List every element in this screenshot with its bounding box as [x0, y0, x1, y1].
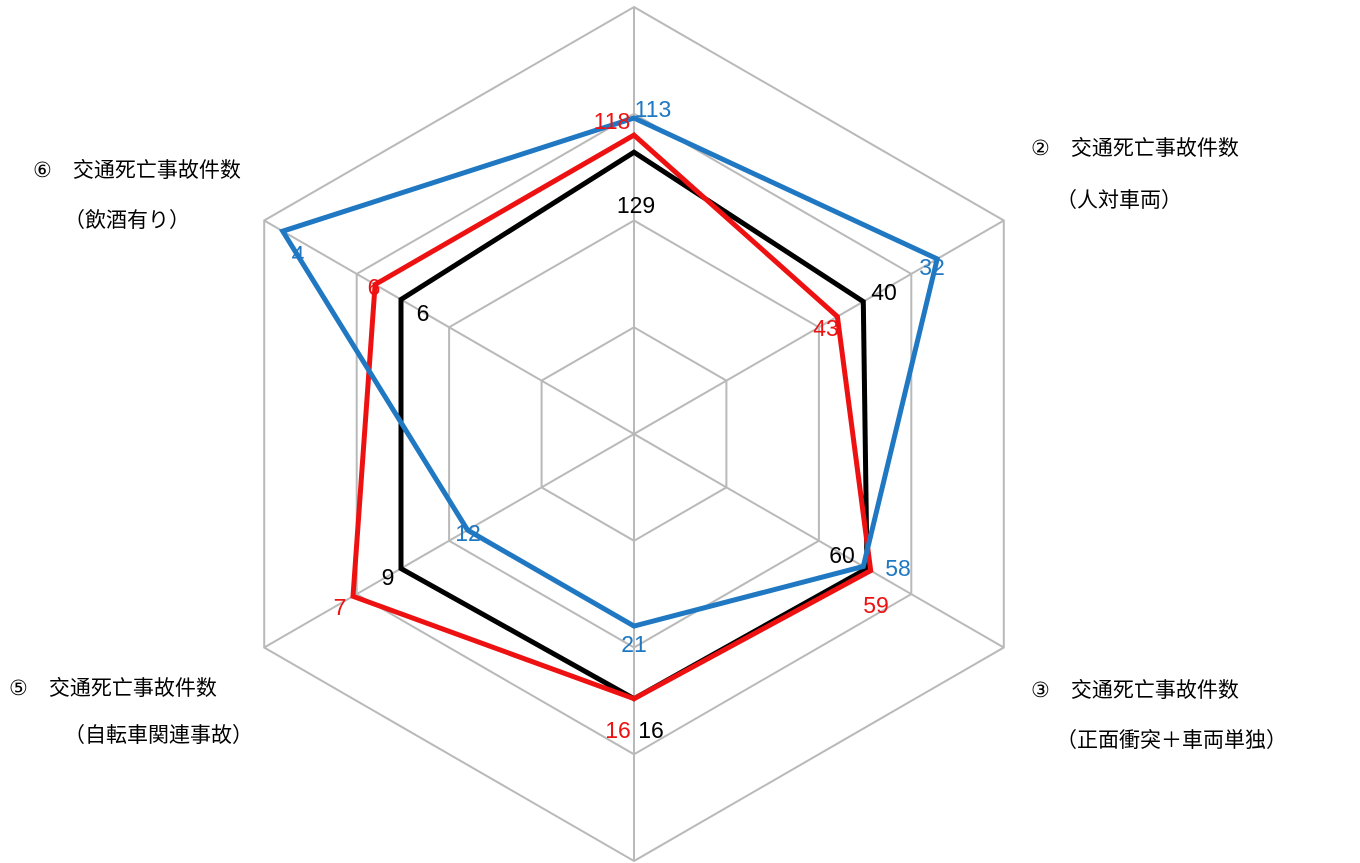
data-label-s1-a2: 40	[871, 279, 897, 305]
axis-spoke-6	[263, 219, 635, 435]
axis-title-3-line-1: ③ 交通死亡事故件数	[1031, 678, 1239, 702]
radar-series	[278, 115, 941, 702]
data-label-s2-a4: 16	[605, 717, 631, 743]
data-label-s2-a6: 6	[368, 274, 381, 300]
data-label-s3-a6: 4	[292, 241, 305, 267]
data-label-s2-a5: 7	[334, 594, 347, 620]
axis-title-3-line-2: （正面衝突＋車両単独）	[1056, 728, 1287, 752]
axis-title-2-line-2: （人対車両）	[1056, 188, 1182, 212]
radar-grid	[263, 5, 1005, 863]
data-labels: 129 40 60 16 9 6 118 43 59 16 7 6 113 32 58 21 12 4	[292, 96, 945, 743]
data-label-s1-a3: 60	[829, 542, 855, 568]
data-label-s3-a1: 113	[635, 96, 672, 122]
data-label-s1-a4: 16	[638, 717, 664, 743]
data-label-s2-a3: 59	[863, 592, 889, 618]
data-label-s2-a1: 118	[594, 108, 631, 134]
data-label-s3-a4: 21	[621, 631, 647, 657]
data-label-s3-a3: 58	[885, 555, 911, 581]
axis-title-2-line-1: ② 交通死亡事故件数	[1031, 136, 1239, 160]
axis-title-6-line-2: （飲酒有り）	[64, 208, 190, 232]
series-2-line	[350, 132, 874, 702]
axis-spoke-5	[263, 433, 635, 649]
data-label-s3-a5: 12	[455, 520, 481, 546]
data-label-s2-a2: 43	[813, 315, 839, 341]
axis-spoke-3	[633, 433, 1005, 649]
data-label-s1-a5: 9	[382, 564, 395, 590]
axis-title-5-line-1: ⑤ 交通死亡事故件数	[9, 676, 217, 700]
data-label-s1-a6: 6	[417, 300, 430, 326]
axis-titles: ② 交通死亡事故件数 （人対車両） ③ 交通死亡事故件数 （正面衝突＋車両単独） ⑤ 交…	[9, 136, 1287, 752]
axis-title-6-line-1: ⑥ 交通死亡事故件数	[33, 158, 241, 182]
series-3-line	[278, 115, 941, 629]
axis-title-5-line-2: （自転車関連事故）	[64, 723, 253, 747]
axis-spoke-2	[633, 219, 1005, 435]
data-label-s3-a2: 32	[919, 254, 945, 280]
data-label-s1-a1: 129	[617, 192, 655, 218]
